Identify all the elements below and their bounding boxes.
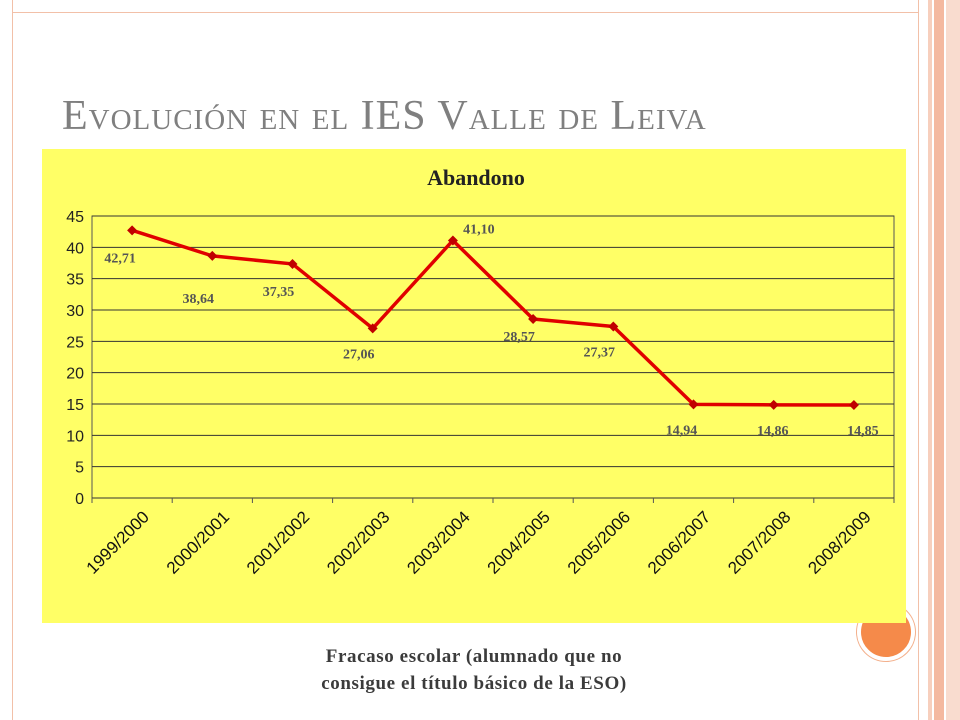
data-label: 14,86 [757, 424, 789, 439]
data-point [447, 235, 458, 246]
decor-stripe [934, 0, 944, 720]
data-label: 14,94 [666, 423, 698, 438]
chart-panel: Abandono 0 5 10 15 20 25 30 35 40 45 1999/2000 2000… [42, 149, 906, 623]
y-tick-label: 20 [66, 366, 84, 383]
y-tick-label: 15 [66, 397, 84, 414]
x-tick-label: 2003/2004 [403, 507, 473, 577]
data-point [367, 323, 378, 334]
frame-line-top [12, 12, 918, 13]
data-point [207, 250, 218, 261]
data-label: 27,37 [584, 345, 616, 360]
y-tick-label: 5 [75, 460, 84, 477]
data-label: 41,10 [463, 222, 495, 237]
caption-line-2: consigue el título básico de la ESO) [321, 673, 627, 694]
data-point [608, 321, 619, 332]
data-point [127, 225, 138, 236]
x-tick-label: 2008/2009 [804, 507, 874, 577]
y-tick-label: 35 [66, 272, 84, 289]
x-tick-label: 2004/2005 [484, 507, 554, 577]
x-tick-label: 2005/2006 [564, 507, 634, 577]
x-tick-label: 2001/2002 [243, 507, 313, 577]
y-tick-label: 0 [75, 491, 84, 508]
y-tick-label: 10 [66, 428, 84, 445]
decor-stripe [946, 0, 960, 720]
x-tick-label: 2002/2003 [323, 507, 393, 577]
data-label: 14,85 [847, 424, 879, 439]
data-label: 42,71 [104, 251, 136, 266]
frame-line-right [918, 0, 919, 720]
data-point [688, 399, 699, 410]
data-label: 27,06 [343, 347, 375, 362]
y-tick-label: 45 [66, 209, 84, 226]
slide-title: Evolución en el IES Valle de Leiva [62, 93, 707, 139]
decor-stripe [928, 0, 932, 720]
x-tick-label: 2000/2001 [163, 507, 233, 577]
data-point [768, 399, 779, 410]
data-label: 28,57 [503, 330, 534, 345]
chart-title: Abandono [427, 165, 525, 190]
series-line [131, 228, 854, 407]
data-point [528, 313, 539, 324]
slide-caption: Fracaso escolar (alumnado que no consigu… [208, 643, 740, 697]
data-point [848, 399, 859, 410]
x-tick-label: 1999/2000 [83, 507, 153, 577]
line-chart: Abandono 0 5 10 15 20 25 30 35 40 45 1999/2000 2000… [66, 165, 895, 578]
y-tick-label: 40 [66, 240, 84, 257]
data-label: 37,35 [263, 285, 295, 300]
data-label: 38,64 [183, 292, 215, 307]
caption-line-1: Fracaso escolar (alumnado que no [325, 646, 623, 667]
y-tick-label: 25 [66, 334, 84, 351]
y-tick-label: 30 [66, 303, 84, 320]
frame-line-left [12, 0, 13, 720]
data-point [287, 258, 298, 269]
x-tick-label: 2006/2007 [644, 507, 714, 577]
x-tick-label: 2007/2008 [724, 507, 794, 577]
